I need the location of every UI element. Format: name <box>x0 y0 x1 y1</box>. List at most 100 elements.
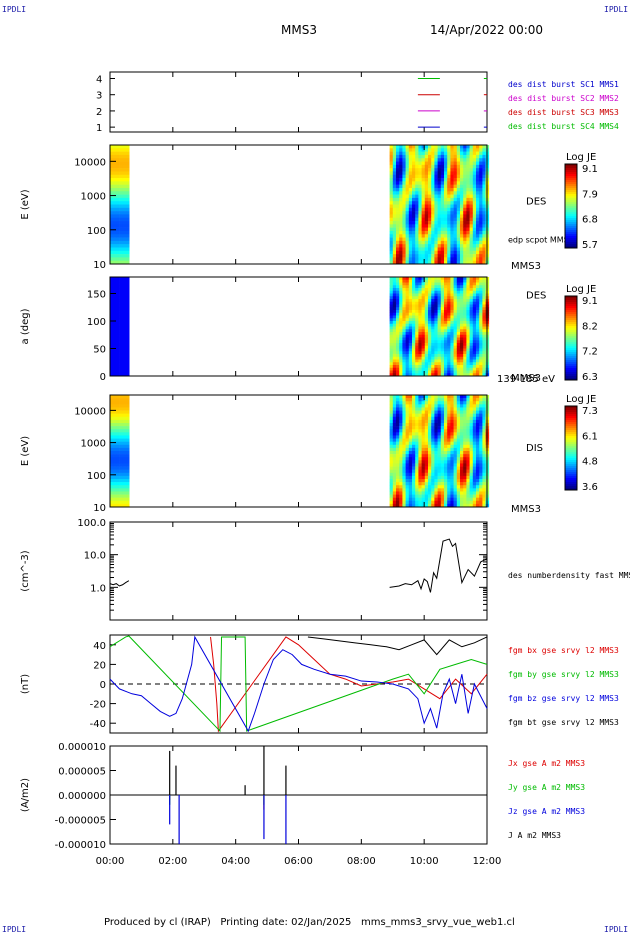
y-tick-label: 100 <box>87 226 106 237</box>
burst-legend-label: des dist burst SC2 MMS2 <box>508 94 619 103</box>
current-legend-label: Jz gse A m2 MMS3 <box>508 807 585 816</box>
footer: Produced by cl (IRAP) Printing date: 02/… <box>104 917 515 928</box>
y-tick-label: 10 <box>93 260 106 271</box>
corner-label-left: IPDLI <box>2 5 27 14</box>
y-tick-label: 1000 <box>81 439 106 450</box>
y-tick-label: 10.0 <box>84 551 106 562</box>
y-tick-label: -0.000005 <box>55 816 106 827</box>
panel-frame-4 <box>109 521 488 621</box>
panel-label: DIS <box>526 443 543 454</box>
y-tick-label: -20 <box>90 700 106 711</box>
y-axis-label: (A/m2) <box>20 778 31 812</box>
x-tick-label: 06:00 <box>284 856 313 867</box>
panel-spacecraft-label: MMS3 <box>511 373 541 384</box>
colorbar-title: Log JE <box>566 284 596 295</box>
colorbar-tick-label: 5.7 <box>582 240 598 251</box>
y-tick-label: 3 <box>96 91 102 102</box>
y-tick-label: 100 <box>87 471 106 482</box>
x-tick-label: 02:00 <box>158 856 187 867</box>
field-legend-label: fgm bt gse srvy l2 MMS3 <box>508 718 619 727</box>
y-tick-label: 10000 <box>74 157 106 168</box>
colorbar-tick-label: 6.1 <box>582 431 598 442</box>
y-tick-label: 1 <box>96 123 102 134</box>
panel-label: DES <box>526 197 546 208</box>
y-tick-label: 0.000000 <box>58 791 106 802</box>
y-tick-label: 0.000005 <box>58 767 106 778</box>
field-legend-label: fgm bx gse srvy l2 MMS3 <box>508 646 619 655</box>
colorbar <box>565 296 577 381</box>
spacecraft-title: MMS3 <box>281 23 317 37</box>
colorbar-tick-label: 8.2 <box>582 321 598 332</box>
y-tick-label: 10000 <box>74 406 106 417</box>
x-tick-label: 00:00 <box>96 856 125 867</box>
panel-sublabel: edp scpot MMS3 <box>508 236 574 245</box>
colorbar-tick-label: 4.8 <box>582 457 598 468</box>
footer-printing: Printing date: 02/Jan/2025 <box>220 917 352 928</box>
colorbar-tick-label: 7.2 <box>582 347 598 358</box>
x-tick-label: 08:00 <box>347 856 376 867</box>
heatmap-cells <box>110 277 490 377</box>
heatmap-cells <box>110 145 490 265</box>
y-tick-label: 1000 <box>81 192 106 203</box>
colorbar-tick-label: 7.3 <box>582 406 598 417</box>
y-tick-label: -0.000010 <box>55 840 106 851</box>
colorbar-tick-label: 3.6 <box>582 482 598 493</box>
x-tick-label: 10:00 <box>410 856 439 867</box>
y-tick-label: 4 <box>96 74 102 85</box>
colorbar-title: Log JE <box>566 394 596 405</box>
colorbar-tick-label: 9.1 <box>582 296 598 307</box>
y-axis-label: E (eV) <box>20 189 31 219</box>
y-tick-label: 0 <box>100 680 106 691</box>
colorbar-title: Log JE <box>566 152 596 163</box>
summary-plot: 1 2 3 4 des dist burst SC1 MMS1 des dist burs… <box>20 71 630 867</box>
burst-legend-label: des dist burst SC1 MMS1 <box>508 80 619 89</box>
y-tick-label: 40 <box>93 641 106 652</box>
y-tick-label: 100 <box>87 317 106 328</box>
field-legend-label: fgm bz gse srvy l2 MMS3 <box>508 694 619 703</box>
y-tick-label: 1.0 <box>90 583 106 594</box>
colorbar-frame <box>564 163 578 249</box>
colorbar-frame <box>564 295 578 381</box>
y-tick-label: 20 <box>93 660 106 671</box>
colorbar-tick-label: 6.8 <box>582 215 598 226</box>
density-legend-label: des numberdensity fast MMS3 <box>508 571 630 580</box>
density-series-line <box>109 580 130 587</box>
field-series-line <box>109 635 488 733</box>
y-tick-label: 10 <box>93 503 106 514</box>
corner-label-right: IPDLI <box>604 5 629 14</box>
footer-producer: Produced by cl (IRAP) <box>104 917 211 928</box>
colorbar-tick-label: 6.3 <box>582 372 598 383</box>
y-tick-label: 0.000010 <box>58 742 106 753</box>
heatmap-cells <box>110 395 490 508</box>
burst-legend-label: des dist burst SC4 MMS4 <box>508 122 619 131</box>
x-tick-label: 04:00 <box>221 856 250 867</box>
y-tick-label: 50 <box>93 345 106 356</box>
colorbar <box>565 406 577 491</box>
date-title: 14/Apr/2022 00:00 <box>430 23 544 37</box>
field-series-line <box>109 635 488 733</box>
current-legend-label: Jy gse A m2 MMS3 <box>508 783 585 792</box>
y-axis-label: (cm^-3) <box>20 550 31 591</box>
field-legend-label: fgm by gse srvy l2 MMS3 <box>508 670 619 679</box>
colorbar-frame <box>564 405 578 491</box>
y-tick-label: 2 <box>96 107 102 118</box>
burst-legend-label: des dist burst SC3 MMS3 <box>508 108 619 117</box>
y-axis-label: E (eV) <box>20 436 31 466</box>
footer-filename: mms_mms3_srvy_vue_web1.cl <box>360 917 515 928</box>
density-series-line <box>389 538 488 593</box>
panel-label: DES <box>526 291 546 302</box>
energy-range-label: 139-185 eV <box>497 374 555 385</box>
colorbar-tick-label: 9.1 <box>582 164 598 175</box>
colorbar-tick-label: 7.9 <box>582 189 598 200</box>
y-axis-label: a (deg) <box>20 308 31 344</box>
y-tick-label: 0 <box>100 372 106 383</box>
x-tick-label: 12:00 <box>473 856 502 867</box>
current-legend-label: J A m2 MMS3 <box>508 831 561 840</box>
corner-label-bottom-left: IPDLI <box>2 925 27 934</box>
panel-spacecraft-label: MMS3 <box>511 504 541 515</box>
colorbar <box>565 164 577 249</box>
y-tick-label: 100.0 <box>77 518 106 529</box>
field-series-line <box>307 636 488 656</box>
panel-spacecraft-label: MMS3 <box>511 261 541 272</box>
current-legend-label: Jx gse A m2 MMS3 <box>508 759 585 768</box>
